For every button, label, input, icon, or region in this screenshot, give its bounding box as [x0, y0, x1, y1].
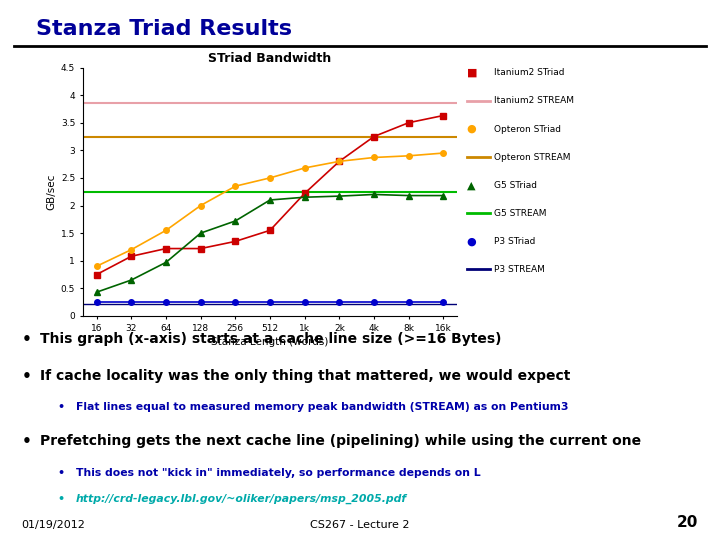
Text: ●: ● — [467, 124, 477, 134]
Text: http://crd-legacy.lbl.gov/~oliker/papers/msp_2005.pdf: http://crd-legacy.lbl.gov/~oliker/papers… — [76, 494, 407, 504]
Text: G5 STriad: G5 STriad — [494, 181, 537, 190]
Text: •: • — [58, 494, 65, 504]
Y-axis label: GB/sec: GB/sec — [47, 173, 57, 210]
Text: P3 STriad: P3 STriad — [494, 237, 535, 246]
Text: Stanza Triad Results: Stanza Triad Results — [36, 19, 292, 39]
Text: •: • — [22, 332, 32, 347]
Text: Prefetching gets the next cache line (pipelining) while using the current one: Prefetching gets the next cache line (pi… — [40, 434, 641, 448]
Text: G5 STREAM: G5 STREAM — [494, 209, 546, 218]
Text: Itanium2 STriad: Itanium2 STriad — [494, 69, 564, 77]
Text: 20: 20 — [677, 515, 698, 530]
Text: Flat lines equal to measured memory peak bandwidth (STREAM) as on Pentium3: Flat lines equal to measured memory peak… — [76, 402, 568, 413]
Text: •: • — [58, 402, 65, 413]
Text: CS267 - Lecture 2: CS267 - Lecture 2 — [310, 520, 410, 530]
Text: ●: ● — [467, 237, 477, 246]
Text: •: • — [22, 434, 32, 449]
X-axis label: Stanza Length (words): Stanza Length (words) — [211, 337, 329, 347]
Text: ▲: ▲ — [467, 180, 475, 190]
Text: Opteron STREAM: Opteron STREAM — [494, 153, 570, 161]
Text: Itanium2 STREAM: Itanium2 STREAM — [494, 97, 574, 105]
Text: ■: ■ — [467, 68, 477, 78]
Text: 01/19/2012: 01/19/2012 — [22, 520, 86, 530]
Text: Opteron STriad: Opteron STriad — [494, 125, 561, 133]
Text: If cache locality was the only thing that mattered, we would expect: If cache locality was the only thing tha… — [40, 369, 570, 383]
Text: •: • — [58, 468, 65, 478]
Text: P3 STREAM: P3 STREAM — [494, 265, 545, 274]
Text: •: • — [22, 369, 32, 384]
Text: This graph (x-axis) starts at a cache line size (>=16 Bytes): This graph (x-axis) starts at a cache li… — [40, 332, 501, 346]
Title: STriad Bandwidth: STriad Bandwidth — [208, 52, 332, 65]
Text: This does not "kick in" immediately, so performance depends on L: This does not "kick in" immediately, so … — [76, 468, 480, 478]
